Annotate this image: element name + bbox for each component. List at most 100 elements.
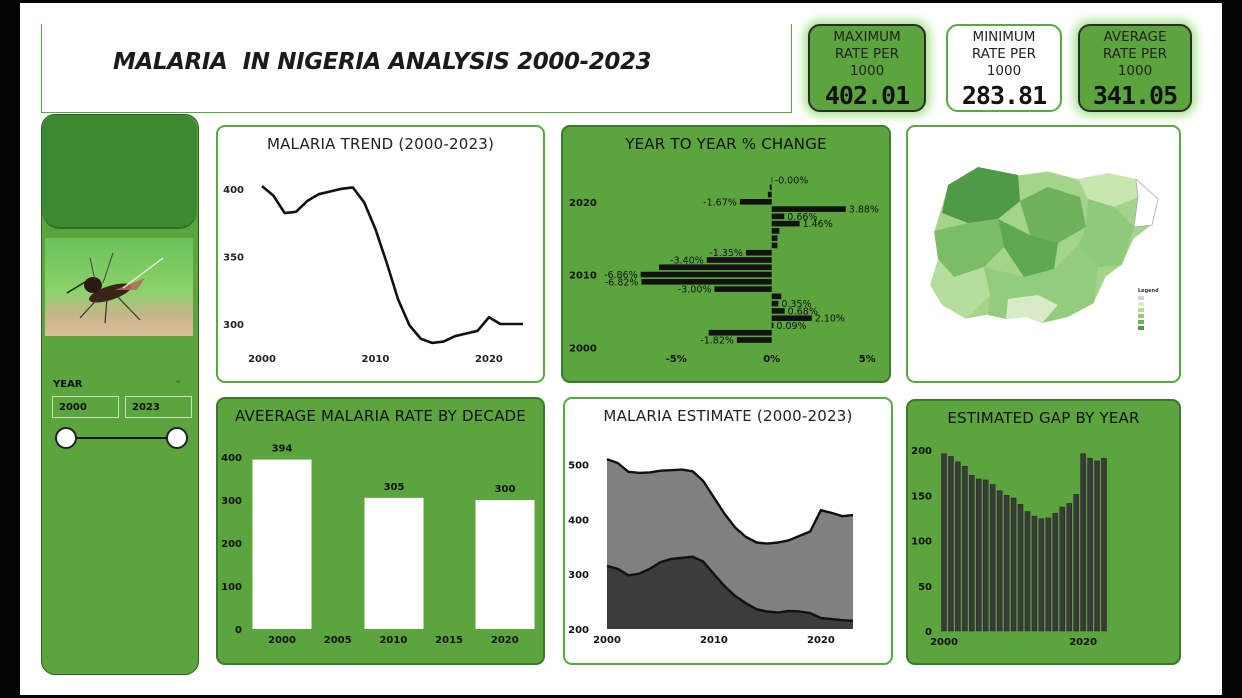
start-year-input[interactable]: 2000: [52, 396, 119, 418]
map-legend-swatch-1: [1138, 296, 1144, 300]
page-title: MALARIA IN NIGERIA ANALYSIS 2000-2023: [113, 49, 652, 75]
yoy-data-label: -0.00%: [775, 176, 809, 187]
gap-xtick-label: 2020: [1069, 637, 1097, 648]
estimate-panel: MALARIA ESTIMATE (2000-2023) 200 300 400 50…: [563, 397, 893, 665]
kpi-value-minimum: 283.81: [961, 81, 1047, 110]
map-region-central: [998, 219, 1058, 277]
yoy-bar: [767, 191, 772, 198]
yoy-bar: [745, 249, 772, 256]
estimate-ytick-label: 400: [568, 515, 589, 526]
map-region-east: [1078, 199, 1134, 267]
gap-bar: [976, 478, 982, 632]
decade-data-label: 305: [384, 482, 405, 493]
kpi-card-average: AVERAGE RATE PER 1000 341.05: [1078, 24, 1192, 112]
estimate-chart: 200 300 400 500 2000 2010 2020: [568, 458, 854, 646]
gap-bar: [1010, 497, 1017, 632]
gap-bar: [1038, 518, 1045, 632]
yoy-bar: [641, 279, 772, 285]
decade-bar: [475, 500, 535, 629]
yoy-data-label: 0.09%: [776, 321, 806, 332]
decade-ytick-label: 400: [221, 453, 242, 464]
estimate-series-line: [606, 458, 854, 545]
gap-bar: [1087, 457, 1093, 632]
gap-chart: 0 50 100 150 200 2000 2020: [911, 446, 1107, 648]
yoy-data-label: -3.40%: [670, 256, 704, 267]
map-region-ne: [1078, 173, 1138, 207]
trend-title: MALARIA TREND (2000-2023): [266, 135, 495, 153]
gap-bar: [1045, 517, 1052, 632]
gap-title: ESTIMATED GAP BY YEAR: [947, 409, 1140, 427]
map-region-far-ne: [1133, 177, 1159, 228]
estimate-ytick-label: 300: [568, 570, 589, 581]
year-slider-start-handle[interactable]: [55, 427, 77, 449]
decade-xtick-label: 2000: [268, 635, 296, 646]
gap-bar: [1101, 457, 1107, 632]
estimate-ytick-label: 200: [568, 625, 589, 636]
yoy-bar: [771, 177, 773, 183]
gap-bar: [948, 456, 954, 632]
yoy-data-label: -3.00%: [678, 285, 712, 296]
yoy-xtick-label: -5%: [666, 354, 687, 365]
yoy-data-label: -6.82%: [605, 277, 639, 288]
yoy-bar: [771, 315, 812, 321]
yoy-data-label: -6.86%: [604, 270, 638, 281]
gap-bar: [969, 475, 975, 632]
yoy-xtick-label: 0%: [763, 354, 780, 365]
yoy-ytick-label: 2000: [569, 343, 597, 354]
decade-ytick-label: 200: [221, 539, 242, 550]
gap-bar: [1052, 513, 1059, 632]
yoy-chart: -1.82% 0.09% 2.10%0.68%0.35% -3.00% -6.82%-6…: [569, 176, 879, 366]
kpi-card-maximum: MAXIMUM RATE PER 1000 402.01: [808, 24, 926, 112]
gap-bar: [1003, 495, 1010, 632]
trend-xtick-label: 2020: [475, 354, 503, 365]
end-year-input[interactable]: 2023: [125, 396, 192, 418]
chevron-down-icon[interactable]: ⌄: [174, 375, 183, 386]
estimate-title: MALARIA ESTIMATE (2000-2023): [603, 407, 853, 425]
estimate-series-line: [606, 555, 854, 622]
yoy-panel: YEAR TO YEAR % CHANGE -1.82% 0.09% 2.10% 0.…: [561, 125, 891, 383]
gap-bar: [996, 490, 1003, 632]
yoy-data-label: -1.35%: [709, 248, 743, 259]
sidebar: YEAR ⌄ 2000 2023: [41, 114, 199, 675]
yoy-bar: [736, 337, 772, 343]
yoy-bar: [771, 322, 774, 329]
yoy-ytick-label: 2020: [569, 198, 597, 209]
yoy-bar: [771, 293, 782, 300]
mosquito-image: [45, 238, 193, 336]
yoy-bar: [771, 213, 785, 220]
yoy-data-label: 3.88%: [849, 205, 879, 216]
yoy-data-label: 0.35%: [781, 299, 811, 310]
gap-bar: [955, 461, 961, 632]
decade-xtick-label: 2005: [324, 635, 352, 646]
decade-bar: [252, 459, 312, 629]
gap-ytick-label: 100: [911, 537, 932, 548]
kpi-card-minimum: MINIMUM RATE PER 1000 283.81: [946, 24, 1062, 112]
gap-bar: [1031, 515, 1038, 632]
trend-ytick-label: 300: [223, 320, 244, 331]
estimate-xtick-label: 2020: [807, 635, 835, 646]
sidebar-logo-block: [42, 115, 197, 229]
gap-bar: [982, 479, 989, 632]
yoy-data-label: 2.10%: [815, 314, 845, 325]
decade-xtick-label: 2010: [379, 635, 407, 646]
decade-ytick-label: 300: [221, 496, 242, 507]
trend-xtick-label: 2010: [362, 354, 390, 365]
yoy-data-label: -1.82%: [700, 336, 734, 347]
yoy-bar: [771, 242, 778, 249]
year-slider-end-handle[interactable]: [166, 427, 188, 449]
yoy-bar: [739, 199, 772, 205]
gap-bar: [1094, 460, 1100, 632]
kpi-value-maximum: 402.01: [824, 81, 910, 110]
map-legend-swatch-3: [1138, 308, 1144, 312]
gap-ytick-label: 50: [918, 582, 932, 593]
decade-title: AVEERAGE MALARIA RATE BY DECADE: [235, 407, 526, 425]
yoy-bar: [769, 184, 772, 191]
decade-xtick-label: 2020: [491, 635, 519, 646]
yoy-bar: [771, 300, 779, 307]
yoy-bar: [771, 235, 778, 241]
year-slider-track[interactable]: [66, 437, 178, 439]
map-region-nc: [1020, 187, 1086, 243]
trend-panel: MALARIA TREND (2000-2023) 300 350 400 2000 2…: [216, 125, 545, 383]
gap-bar: [941, 453, 947, 632]
trend-ytick-label: 400: [223, 185, 244, 196]
